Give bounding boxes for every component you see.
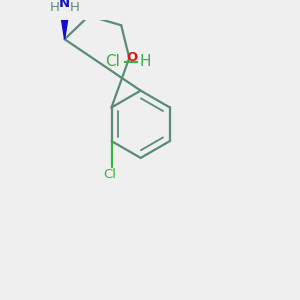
Text: N: N [59, 0, 70, 10]
Text: Cl: Cl [105, 54, 120, 69]
Text: O: O [126, 51, 138, 64]
Text: H: H [50, 1, 59, 14]
Text: H: H [70, 1, 80, 14]
Polygon shape [60, 9, 69, 39]
Text: Cl: Cl [103, 168, 116, 181]
Text: H: H [140, 54, 151, 69]
